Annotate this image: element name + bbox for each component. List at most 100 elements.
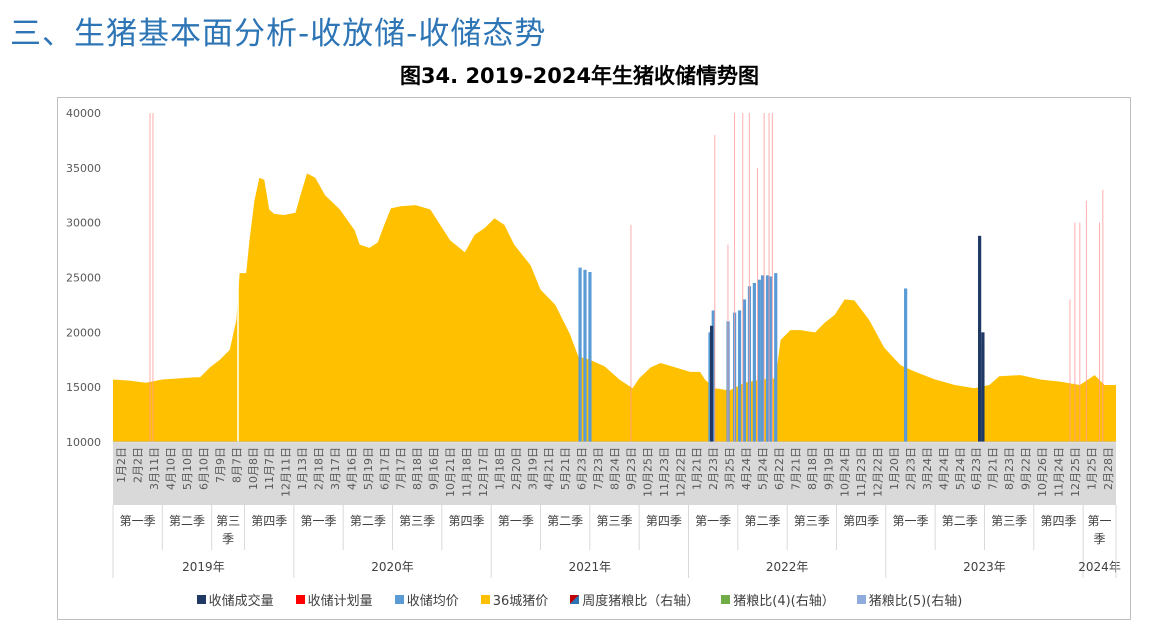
x-tick-label: 4月24日 [937,447,950,490]
avg-price-bar [742,299,747,442]
legend-swatch [295,595,305,604]
avg-price-bar [765,275,770,442]
legend-swatch [856,595,866,604]
x-tick-label: 12月22日 [872,447,885,497]
legend-label: 收储成交量 [208,594,274,609]
x-tick-label: 8月23日 [1003,447,1016,490]
x-tick-label: 5月21日 [559,447,572,490]
x-tick-label: 10月8日 [247,447,260,490]
x-tick-label: 11月24日 [1052,447,1065,497]
x-tick-label: 9月22日 [1020,447,1033,490]
x-tick-label: 12月11日 [280,447,293,497]
avg-price-bar [711,310,715,442]
quarter-label: 第二季 [169,514,205,528]
x-tick-label: 10月24日 [839,447,852,497]
y-tick-label: 30000 [66,217,101,230]
x-tick-label: 6月23日 [576,447,589,490]
x-tick-label: 4月16日 [345,447,358,490]
year-label: 2023年 [963,560,1006,574]
volume-bar [981,332,985,442]
x-tick-label: 5月24日 [954,447,967,490]
legend-item: 周度猪粮比（右轴） [570,590,699,609]
x-tick-label: 11月23日 [855,447,868,497]
avg-price-bar [904,288,908,442]
quarter-label: 第一季 [301,514,337,528]
quarter-label: 第四季 [449,514,485,528]
x-tick-label: 8月24日 [609,447,622,490]
section-heading: 三、生猪基本面分析-收放储-收储态势 [10,16,547,52]
x-tick-label: 2月23日 [904,447,917,490]
quarter-label: 第二季 [350,514,386,528]
x-tick-label: 3月11日 [148,447,161,490]
quarter-label: 第三季 [794,514,830,528]
x-tick-label: 6月10日 [197,447,210,490]
legend-label: 36城猪价 [492,594,549,609]
x-tick-label: 2月20日 [510,447,523,490]
avg-price-bar [774,273,778,442]
year-label: 2021年 [569,560,612,574]
x-tick-label: 3月19日 [526,447,539,490]
quarter-label: 第一季 [892,514,928,528]
x-tick-label: 11月7日 [263,447,276,490]
legend-swatch [480,595,490,604]
avg-price-bar [752,282,756,442]
x-tick-label: 3月17日 [329,447,342,490]
y-tick-label: 25000 [66,272,101,285]
chart-frame [57,97,1131,620]
legend-label: 收储均价 [406,594,459,609]
legend-item: 收储计划量 [295,590,373,609]
x-tick-label: 4月21日 [543,447,556,490]
quarter-label: 第四季 [251,514,287,528]
avg-price-bar [708,332,712,442]
volume-bar [710,325,714,442]
legend-swatch [196,595,206,604]
quarter-label: 第二季 [942,514,978,528]
x-tick-label: 8月18日 [411,447,424,490]
legend-item: 猪粮比(5)(右轴) [856,590,962,609]
legend-item: 收储成交量 [196,590,274,609]
x-tick-label: 5月24日 [756,447,769,490]
x-tick-label: 12月22日 [674,447,687,497]
x-tick-label: 4月10日 [165,447,178,490]
x-tick-label: 1月18日 [493,447,506,490]
x-tick-label: 1月2日 [115,447,128,483]
volume-bar [978,235,982,442]
x-tick-label: 7月17日 [395,447,408,490]
quarter-label: 第三季 [596,514,632,528]
x-tick-label: 9月16日 [428,447,441,490]
avg-price-bar [583,269,587,442]
x-tick-label: 9月23日 [625,447,638,490]
legend-item: 36城猪价 [480,590,549,609]
x-tick-label: 7月9日 [214,447,227,483]
quarter-label-cont: 季 [222,532,234,546]
x-tick-label: 6月22日 [773,447,786,490]
legend-label: 周度猪粮比（右轴） [582,594,700,609]
y-tick-label: 40000 [66,107,101,120]
y-tick-label: 35000 [66,162,101,175]
quarter-label: 第二季 [547,514,583,528]
legend-label: 猪粮比(4)(右轴） [733,594,835,609]
x-tick-label: 7月21日 [789,447,802,490]
x-tick-label: 6月23日 [970,447,983,490]
x-tick-label: 10月25日 [641,447,654,497]
x-tick-label: 6月17日 [378,447,391,490]
legend: 收储成交量 收储计划量 收储均价 36城猪价 周度猪粮比（右轴） 猪粮比(4)(… [0,590,1159,609]
x-tick-label: 12月25日 [1069,447,1082,497]
x-tick-label: 1月20日 [888,447,901,490]
x-tick-label: 8月7日 [230,447,243,483]
price-area [113,173,1116,443]
legend-item: 收储均价 [394,590,459,609]
x-tick-label: 11月23日 [658,447,671,497]
x-tick-label: 9月19日 [822,447,835,490]
x-tick-label: 2月28日 [1102,447,1115,490]
avg-price-bar [769,276,773,442]
x-tick-label: 8月18日 [806,447,819,490]
x-tick-label: 3月24日 [921,447,934,490]
year-label: 2019年 [182,560,225,574]
legend-swatch [721,595,731,604]
y-tick-label: 10000 [66,436,101,449]
y-tick-label: 20000 [66,326,101,339]
x-tick-label: 7月21日 [987,447,1000,490]
avg-price-bar [757,279,761,442]
